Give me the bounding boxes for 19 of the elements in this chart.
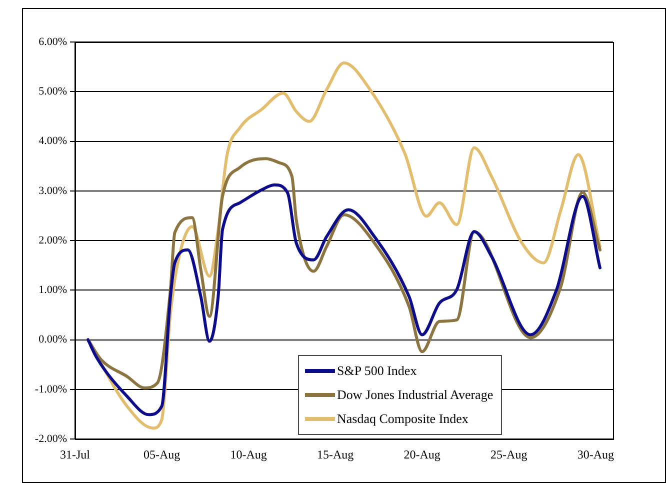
legend-label: Dow Jones Industrial Average <box>337 387 494 403</box>
x-tick-label: 25-Aug <box>490 447 528 462</box>
x-tick-label: 31-Jul <box>60 447 91 462</box>
legend-label: S&P 500 Index <box>337 363 417 379</box>
x-tick-label: 10-Aug <box>230 447 267 462</box>
y-tick-label: 6.00% <box>38 36 67 48</box>
legend-label: Nasdaq Composite Index <box>337 411 468 427</box>
y-tick-label: 5.00% <box>38 86 67 98</box>
y-tick-label: -2.00% <box>34 432 67 445</box>
x-tick-label: 30-Aug <box>577 447 614 462</box>
y-tick-label: 4.00% <box>38 135 67 148</box>
y-tick-label: 1.00% <box>38 284 67 296</box>
x-tick-label: 20-Aug <box>404 447 440 462</box>
x-tick-label: 15-Aug <box>316 447 354 462</box>
y-tick-label: 2.00% <box>38 234 67 246</box>
x-tick-label: 05-Aug <box>143 447 180 462</box>
y-tick-label: 0.00% <box>38 334 67 346</box>
y-tick-label: -1.00% <box>34 383 67 396</box>
y-tick-label: 3.00% <box>38 184 67 197</box>
